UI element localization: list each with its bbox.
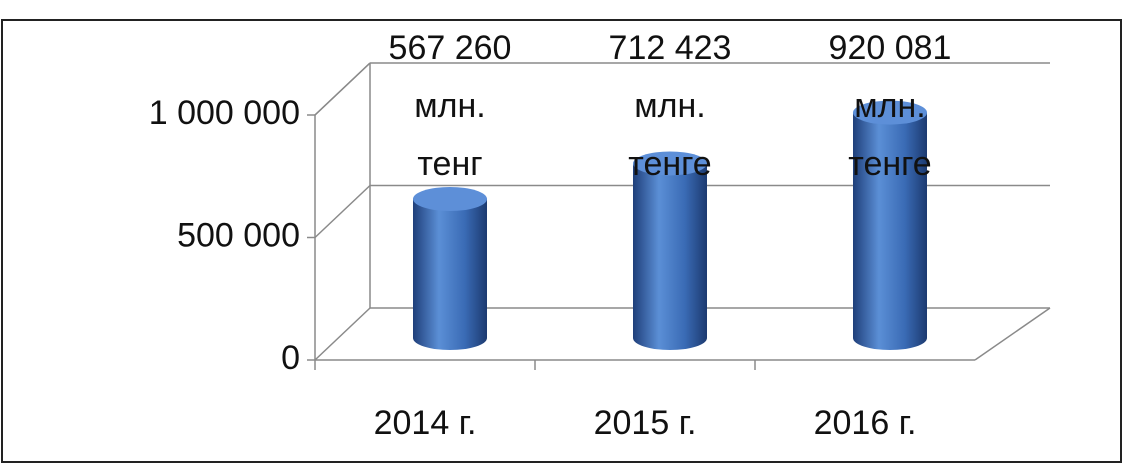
bar [853,100,927,350]
bar-top [633,151,707,176]
bar [633,151,707,350]
bar-body [413,199,487,350]
grid-line [314,62,371,116]
x-tick-label: 2015 г. [594,404,697,442]
y-tick-label: 0 [281,339,300,377]
grid-line [314,307,371,361]
bar-top [413,187,487,212]
data-label-line: 567 260 [389,29,512,67]
data-label-line: тенг [417,145,482,183]
data-label-line: 712 423 [609,29,732,67]
data-label: 567 260 млн. тенг [389,29,512,183]
data-label: 712 423 млн. тенге [609,29,732,183]
data-label-line: млн. [634,87,705,125]
data-label-line: тенге [628,145,711,183]
data-label-line: млн. [854,87,925,125]
floor-edge [974,307,1051,361]
y-tick-label: 500 000 [177,216,300,254]
data-label-line: 920 081 [829,29,952,67]
chart-frame [1,19,1122,463]
x-tick-label: 2014 г. [374,404,477,442]
x-tick-label: 2016 г. [814,404,917,442]
bar-body [633,163,707,350]
data-label-line: млн. [414,87,485,125]
data-label: 920 081 млн. тенге [829,29,952,183]
bar-body [853,112,927,350]
bar [413,187,487,350]
y-tick-label: 1 000 000 [149,94,300,132]
data-label-line: тенге [848,145,931,183]
grid-line [314,184,371,239]
bar-top [853,100,927,125]
